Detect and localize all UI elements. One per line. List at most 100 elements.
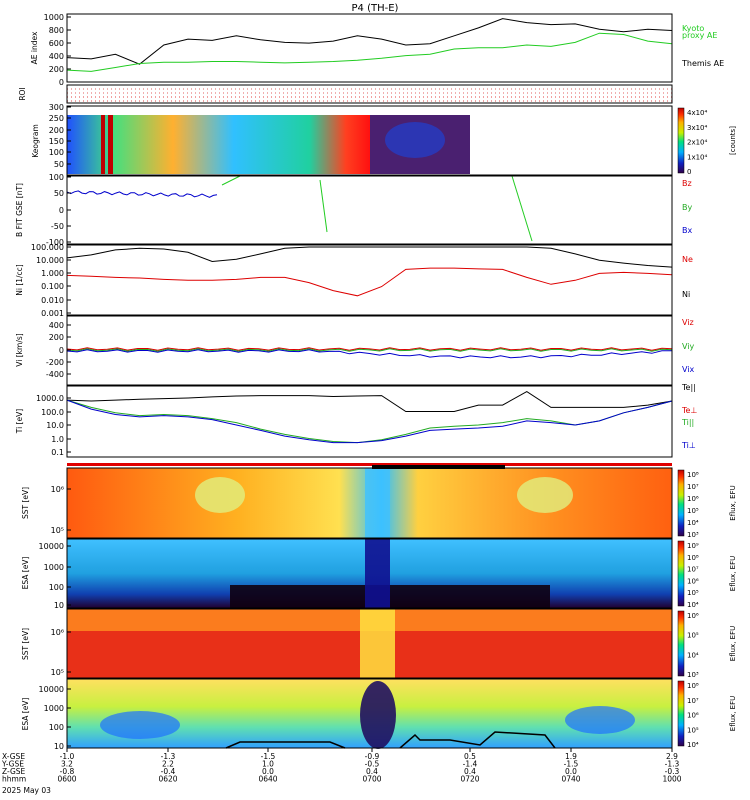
esa_e-frame — [66, 538, 673, 609]
sst_i-frame — [66, 608, 673, 679]
footer-value: -0.5 — [365, 760, 380, 769]
sst_i-colorbar-tick: 10³ — [687, 671, 699, 679]
ae-legend-entry: Themis AE — [681, 59, 724, 68]
temperature-frame — [66, 385, 673, 458]
footer-value: 1.9 — [565, 752, 577, 761]
footer-value: 1.0 — [262, 760, 274, 769]
velocity-tick-label: -400 — [46, 370, 64, 379]
ae-tick-label: 1000 — [44, 13, 64, 22]
sst_e-colorbar-tick: 10⁴ — [687, 519, 699, 527]
sst_e-tick-label: 10⁶ — [51, 485, 64, 494]
esa-i-line — [225, 731, 556, 749]
velocity-line — [66, 349, 673, 359]
mode-bar-burst — [372, 465, 505, 469]
density-tick-label: 1.000 — [41, 269, 64, 278]
ae-tick-label: 400 — [49, 52, 64, 61]
temperature-legend-entry: Te⊥ — [681, 406, 697, 415]
keogram-tick-label: 250 — [49, 114, 64, 123]
bx-line — [66, 190, 218, 198]
esa_e-colorbar-tick: 10⁸ — [687, 554, 699, 562]
sst_i-colorbar-tick: 10⁴ — [687, 651, 699, 659]
sst_e-frame — [66, 467, 673, 539]
sst_e-colorbar — [677, 469, 685, 537]
esa_i-colorbar-tick: 10⁴ — [687, 741, 699, 749]
esa_e-colorbar-label: Eflux, EFU — [729, 556, 737, 591]
density-line — [66, 267, 673, 297]
temperature-ylabel: Ti [eV] — [15, 409, 24, 434]
bfield-legend-entry: Bz — [682, 179, 692, 188]
density-tick-label: 100.000 — [31, 243, 64, 252]
ae-line — [66, 32, 673, 72]
esa_i-tick-label: 10 — [54, 742, 64, 751]
esa_e-colorbar-tick: 10⁶ — [687, 577, 699, 585]
sst-e-feature — [517, 477, 573, 513]
temperature-line — [66, 399, 673, 444]
keogram-stripe — [101, 115, 105, 174]
keogram-colorbar-tick: 2x10⁴ — [687, 139, 708, 147]
velocity-legend-entry: Viy — [682, 342, 695, 351]
temperature-line — [66, 399, 673, 444]
footer-value: 2.2 — [162, 760, 174, 769]
density-legend-entry: Ni — [682, 290, 690, 299]
sst_e-tick-label: 10⁵ — [51, 526, 64, 535]
velocity-ylabel: Vi [km/s] — [15, 333, 24, 366]
esa_e-colorbar-tick: 10⁵ — [687, 589, 699, 597]
sst_e-ylabel: SST [eV] — [21, 487, 30, 519]
density-tick-label: 0.001 — [41, 309, 64, 318]
footer-value: -0.4 — [161, 767, 176, 776]
sst_i-colorbar-tick: 10⁶ — [687, 612, 699, 620]
sst_e-colorbar-label: Eflux, EFU — [729, 485, 737, 520]
esa_i-colorbar-tick: 10⁵ — [687, 726, 699, 734]
velocity-tick-label: 200 — [49, 333, 64, 342]
sst_e-colorbar-tick: 10⁷ — [687, 483, 699, 491]
esa_e-tick-label: 1000 — [44, 563, 64, 572]
esa-e-center — [365, 539, 390, 608]
esa_e-tick-label: 10 — [54, 601, 64, 610]
roi-frame — [66, 84, 673, 104]
keogram-colorbar — [677, 107, 685, 174]
ae-tick-label: 600 — [49, 39, 64, 48]
esa_i-ylabel: ESA [eV] — [21, 698, 30, 731]
footer-value: -1.5 — [564, 760, 579, 769]
footer-value: 0640 — [258, 775, 277, 784]
footer-value: 0.4 — [464, 767, 476, 776]
esa_e-ylabel: ESA [eV] — [21, 557, 30, 590]
ae-ylabel: AE index — [30, 31, 39, 64]
by-segment — [319, 179, 328, 233]
footer-value: 2.9 — [666, 752, 678, 761]
footer-value: 0600 — [57, 775, 76, 784]
ae-line — [66, 18, 673, 65]
bfield-tick-label: 0 — [59, 206, 64, 215]
velocity-line — [66, 347, 673, 351]
esa_i-tick-label: 100 — [49, 723, 64, 732]
esa_i-colorbar — [677, 680, 685, 747]
density-line — [66, 246, 673, 268]
esa_i-colorbar-tick: 10⁸ — [687, 682, 699, 690]
esa_e-colorbar-tick: 10⁷ — [687, 566, 699, 574]
sst_e-colorbar-tick: 10⁸ — [687, 471, 699, 479]
mode-bar — [67, 463, 672, 466]
temperature-tick-label: 100.0 — [41, 408, 64, 417]
sst_i-colorbar-label: Eflux, EFU — [729, 626, 737, 661]
ae-tick-label: 200 — [49, 65, 64, 74]
temperature-tick-label: 0.1 — [51, 448, 64, 457]
sst_i-tick-label: 10⁶ — [51, 628, 64, 637]
bfield-tick-label: 50 — [54, 189, 64, 198]
bfield-tick-label: -50 — [51, 222, 64, 231]
ae-frame — [66, 13, 673, 83]
ae-legend-entry: proxy AE — [682, 31, 717, 40]
velocity-tick-label: 400 — [49, 321, 64, 330]
temperature-legend-entry: Ti⊥ — [681, 441, 696, 450]
esa_e-tick-label: 10000 — [39, 542, 64, 551]
density-ylabel: Ni [1/cc] — [15, 264, 24, 296]
footer-value: 0.5 — [464, 752, 476, 761]
footer-row-label: Z-GSE — [2, 767, 26, 776]
esa_e-colorbar-tick: 10⁴ — [687, 601, 699, 609]
keogram-tick-label: 150 — [49, 137, 64, 146]
density-legend-entry: Ne — [682, 255, 693, 264]
keogram-colorbar-label: [counts] — [729, 126, 737, 155]
bfield-frame — [66, 175, 673, 245]
footer-value: -1.5 — [261, 752, 276, 761]
density-tick-label: 10.000 — [36, 256, 64, 265]
footer-date: 2025 May 03 — [2, 786, 51, 795]
